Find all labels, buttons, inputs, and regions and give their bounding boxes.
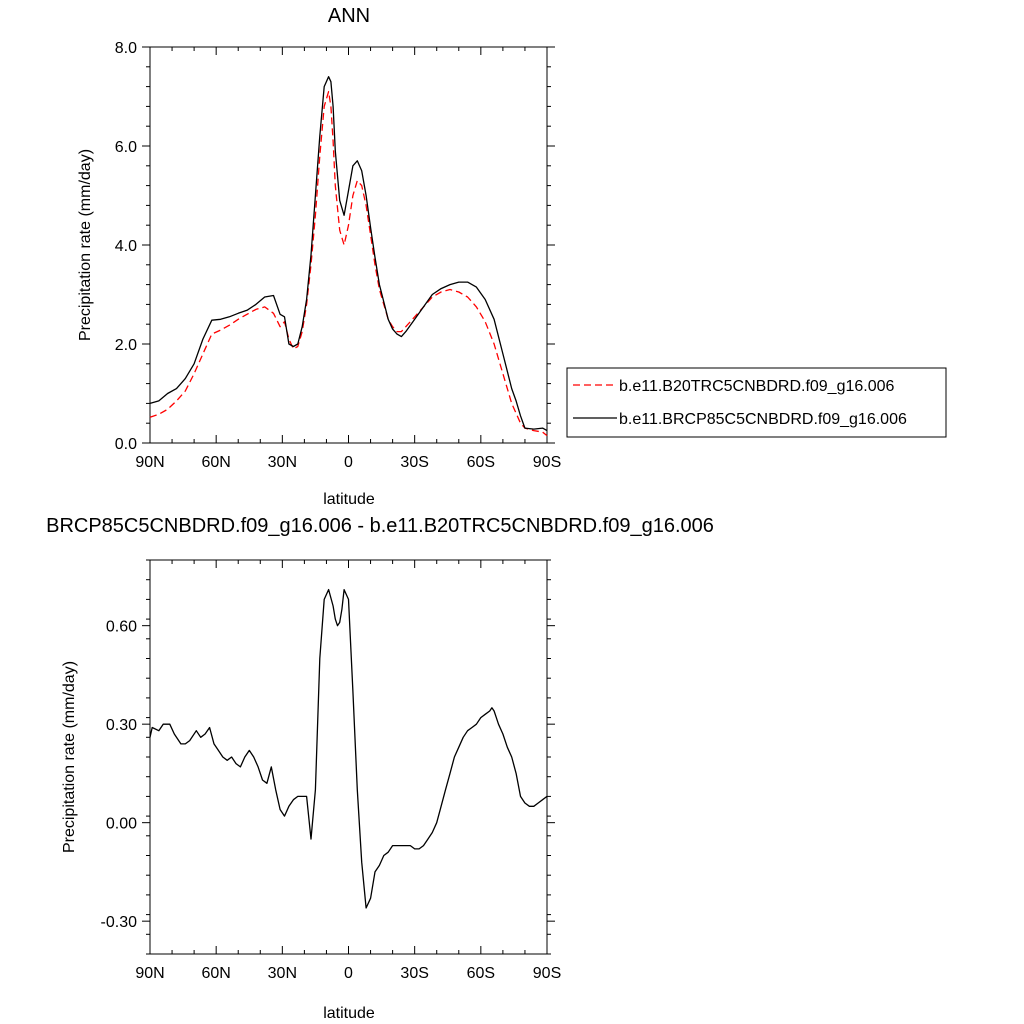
bottom-x-tick-label: 30N [268,965,297,982]
top-x-tick-label: 60N [201,454,230,471]
bottom-x-axis-title: latitude [323,1005,375,1022]
top-y-tick-label: 0.0 [115,436,137,453]
top-x-tick-label: 60S [467,454,495,471]
bottom-y-tick-label: 0.00 [106,816,137,833]
bottom-x-tick-label: 90S [533,965,561,982]
legend-label-rcp85: b.e11.BRCP85C5CNBDRD.f09_g16.006 [619,411,907,428]
top-y-tick-label: 6.0 [115,139,137,156]
bottom-x-tick-label: 90N [135,965,164,982]
legend-label-historical: b.e11.B20TRC5CNBDRD.f09_g16.006 [619,378,895,395]
bottom-y-tick-label: 0.60 [106,619,137,636]
legend-box [566,367,947,438]
bottom-x-tick-label: 60N [201,965,230,982]
top-plot-frame [149,46,548,444]
top-series-lines [149,76,548,437]
top-series-line-0 [149,90,548,437]
bottom-plot-frame [149,559,548,955]
top-x-tick-label: 30N [268,454,297,471]
top-y-tick-label: 4.0 [115,238,137,255]
top-plot-title: ANN [328,5,370,27]
top-y-tick-label: 2.0 [115,337,137,354]
top-x-tick-label: 90S [533,454,561,471]
legend: b.e11.B20TRC5CNBDRD.f09_g16.006 b.e11.BR… [566,367,947,438]
bottom-series-line-0 [149,588,548,909]
bottom-plot-title: BRCP85C5CNBDRD.f09_g16.006 - b.e11.B20TR… [46,515,714,537]
bottom-axis-ticks: 90N 60N 30N 0 30S 60S 90S -0.30 0.00 0.30 0.60 [101,559,561,982]
top-x-tick-label: 90N [135,454,164,471]
bottom-x-tick-label: 60S [467,965,495,982]
bottom-y-tick-label: 0.30 [106,717,137,734]
bottom-x-tick-label: 30S [400,965,428,982]
bottom-series-lines [149,588,548,909]
top-y-tick-label: 8.0 [115,40,137,57]
top-x-tick-label: 0 [344,454,353,471]
top-axis-ticks: 90N 60N 30N 0 30S 60S 90S 0.0 2.0 4.0 6.0 8.0 [115,40,561,471]
bottom-x-tick-label: 0 [344,965,353,982]
top-x-tick-label: 30S [400,454,428,471]
bottom-panel: BRCP85C5CNBDRD.f09_g16.006 - b.e11.B20TR… [46,515,714,1022]
top-x-axis-title: latitude [323,491,375,508]
top-y-axis-title: Precipitation rate (mm/day) [77,149,94,341]
bottom-y-tick-label: -0.30 [101,914,138,931]
bottom-y-axis-title: Precipitation rate (mm/day) [61,661,78,853]
top-series-line-1 [149,76,548,432]
top-panel: ANN 90N 60N 30N 0 30S 60S 90S 0.0 2.0 4.0 6.0 8.0 l… [77,5,947,508]
